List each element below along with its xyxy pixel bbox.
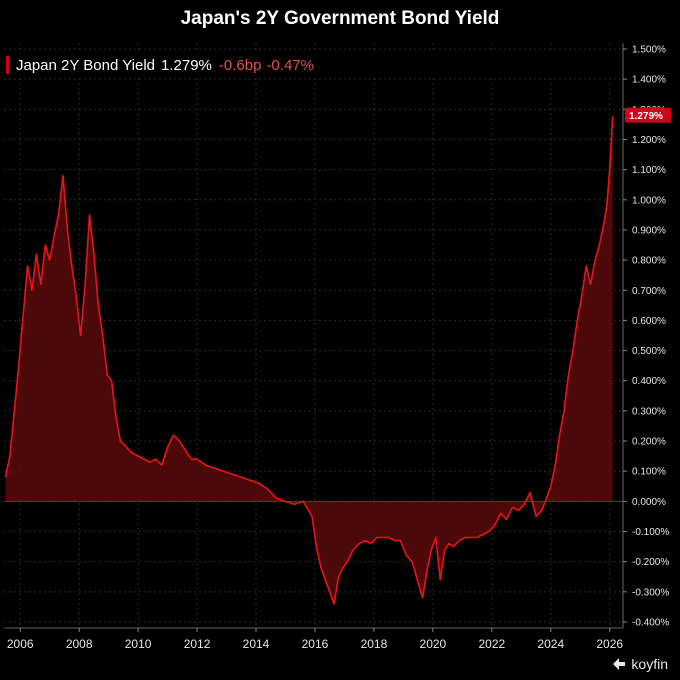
x-tick-label: 2016 [302,637,329,651]
x-axis: 2006 2008 2010 2012 2014 2016 2018 2020 2022 2024… [4,627,623,651]
x-tick-label: 2026 [596,637,623,651]
y-tick-label: 0.800% [632,256,666,267]
koyfin-logo-icon [613,658,626,670]
legend-swatch [6,56,9,74]
y-axis: -0.400% -0.300% -0.200% -0.100% 0.000% 0.100%… [622,43,669,628]
x-tick-label: 2010 [125,637,152,651]
y-tick-label: 1.400% [632,75,666,86]
last-value-badge-bg [625,107,671,123]
x-tick-label: 2022 [478,637,505,651]
y-tick-label: -0.200% [632,557,669,568]
y-tick-label: -0.300% [632,587,669,598]
x-tick-label: 2008 [66,637,93,651]
y-tick-label: 1.200% [632,135,666,146]
y-tick-label: 0.200% [632,437,666,448]
legend-last-value: 1.279% [161,56,212,74]
y-tick-label: 0.000% [632,497,666,508]
y-tick-label: -0.400% [632,617,669,628]
last-value-label: 1.279% [629,111,663,122]
x-tick-label: 2014 [243,637,270,651]
x-tick-label: 2006 [7,637,34,651]
y-tick-label: 0.400% [632,376,666,387]
brand-name: koyfin [631,656,668,672]
last-value-badge: 1.279% [625,107,671,123]
legend-series-name: Japan 2Y Bond Yield [16,56,156,74]
x-tick-label: 2012 [184,637,211,651]
legend-change-bp: -0.6bp [218,56,262,74]
y-tick-label: 1.000% [632,195,666,206]
series-line [4,115,614,605]
y-tick-label: 0.700% [632,286,666,297]
area-fill [5,115,613,604]
chart-title: Japan's 2Y Government Bond Yield [180,8,500,29]
y-tick-label: 1.100% [632,165,666,176]
y-tick-label: 0.100% [632,467,666,478]
brand-logo: koyfin [611,656,668,672]
x-tick-label: 2024 [537,637,564,651]
y-tick-label: 0.500% [632,346,666,357]
x-tick-label: 2018 [361,637,388,651]
y-tick-label: 1.500% [632,45,666,56]
y-tick-label: -0.100% [632,527,669,538]
x-tick-label: 2020 [420,637,447,651]
y-tick-label: 0.300% [632,406,666,417]
y-tick-label: 0.900% [632,225,666,236]
legend-change-pct: -0.47% [266,56,314,74]
y-tick-label: 0.600% [632,316,666,327]
legend: Japan 2Y Bond Yield 1.279% -0.6bp -0.47% [6,52,618,78]
